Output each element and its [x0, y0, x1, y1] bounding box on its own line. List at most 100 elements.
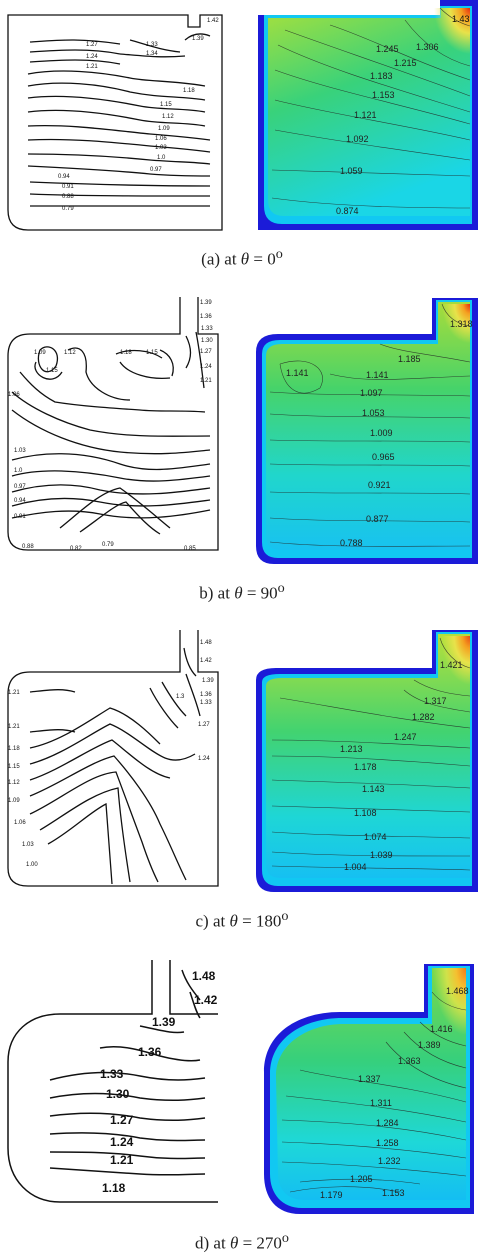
label: 1.09 — [8, 798, 20, 804]
label: 1.179 — [320, 1190, 343, 1200]
label: 1.009 — [370, 428, 393, 438]
label: 1.15 — [8, 764, 20, 770]
label: 1.213 — [340, 744, 363, 754]
label: 1.36 — [138, 1045, 162, 1059]
label: 1.12 — [8, 780, 20, 786]
experimental-contour-plot — [7, 14, 223, 231]
label: 1.21 — [8, 690, 20, 696]
label: 1.24 — [110, 1135, 134, 1149]
label: 1.311 — [370, 1098, 392, 1108]
label: 1.18 — [183, 88, 195, 94]
label: 1.18 — [102, 1181, 126, 1195]
label: 1.121 — [354, 110, 377, 120]
label: 1.0 — [157, 155, 166, 161]
label: 1.232 — [378, 1156, 401, 1166]
label: 0.88 — [22, 544, 34, 550]
label: 1.09 — [34, 350, 46, 356]
experimental-contour-plot — [7, 960, 218, 1203]
label: 1.141 — [366, 370, 389, 380]
label: 1.48 — [192, 969, 216, 983]
label: 1.06 — [14, 820, 26, 826]
label: 1.06 — [155, 136, 167, 142]
label: 1.48 — [200, 640, 212, 646]
label: 1.24 — [200, 364, 212, 370]
label: 1.039 — [370, 850, 393, 860]
label: 1.09 — [158, 126, 170, 132]
label: 1.468 — [446, 986, 469, 996]
label: 1.0 — [14, 468, 23, 474]
label: 1.074 — [364, 832, 387, 842]
label: 1.416 — [430, 1024, 453, 1034]
label: 0.965 — [372, 452, 395, 462]
label: 0.877 — [366, 514, 389, 524]
label: 1.092 — [346, 134, 369, 144]
label: 1.39 — [192, 36, 204, 42]
label: 1.21 — [110, 1153, 134, 1167]
label: 1.27 — [200, 349, 212, 355]
label: 0.97 — [150, 167, 162, 173]
label: 0.79 — [102, 542, 114, 548]
label: 1.24 — [198, 756, 210, 762]
label: 1.004 — [344, 862, 367, 872]
experimental-contour-plot — [7, 297, 219, 551]
label: 1.059 — [340, 166, 363, 176]
experimental-contour-plot — [7, 630, 219, 887]
label: 1.245 — [376, 44, 399, 54]
label: 1.21 — [86, 64, 98, 70]
label: 1.215 — [394, 58, 417, 68]
label: 1.39 — [200, 300, 212, 306]
label: 1.03 — [14, 448, 26, 454]
label: 1.337 — [358, 1074, 381, 1084]
label: 1.30 — [106, 1087, 130, 1101]
simulation-contour-plot: 1.318 1.185 1.141 1.141 1.097 1.053 1.00… — [256, 298, 478, 564]
label: 1.43 — [452, 14, 470, 24]
label: 1.284 — [376, 1118, 399, 1128]
label: 1.27 — [110, 1113, 134, 1127]
label: 0.874 — [336, 206, 359, 216]
caption-a: (a) at θ = 0o — [201, 246, 283, 269]
label: 1.27 — [86, 42, 98, 48]
label: 1.33 — [146, 42, 158, 48]
label: 1.00 — [26, 862, 38, 868]
experimental-labels: 1.48 1.42 1.39 1.36 1.33 1.3 1.27 1.24 1… — [8, 640, 214, 868]
panel-c: 1.48 1.42 1.39 1.36 1.33 1.3 1.27 1.24 1… — [7, 630, 478, 892]
label: 1.34 — [146, 51, 158, 57]
caption-d: d) at θ = 270o — [195, 1230, 289, 1253]
label: 1.18 — [120, 350, 132, 356]
label: 1.153 — [382, 1188, 405, 1198]
label: 1.03 — [155, 145, 167, 151]
label: 0.788 — [340, 538, 363, 548]
label: 1.21 — [8, 724, 20, 730]
label: 1.317 — [424, 696, 447, 706]
experimental-labels: 1.39 1.36 1.33 1.30 1.27 1.24 1.21 1.09 … — [8, 300, 213, 552]
label: 1.097 — [360, 388, 383, 398]
label: 1.27 — [198, 722, 210, 728]
label: 1.053 — [362, 408, 385, 418]
label: 0.91 — [14, 514, 26, 520]
label: 1.12 — [162, 114, 174, 120]
label: 1.185 — [398, 354, 421, 364]
label: 1.39 — [152, 1015, 176, 1029]
label: 1.33 — [201, 326, 213, 332]
label: 1.183 — [370, 71, 393, 81]
label: 1.36 — [200, 692, 212, 698]
caption-c: c) at θ = 180o — [195, 908, 289, 931]
label: 1.33 — [200, 700, 212, 706]
label: 1.42 — [207, 18, 219, 24]
label: 1.3 — [176, 694, 185, 700]
label: 1.21 — [200, 378, 212, 384]
label: 0.921 — [368, 480, 391, 490]
experimental-labels: 1.48 1.42 1.39 1.36 1.33 1.30 1.27 1.24 … — [100, 969, 218, 1195]
label: 1.205 — [350, 1174, 373, 1184]
label: 1.258 — [376, 1138, 399, 1148]
label: 1.108 — [354, 808, 377, 818]
label: 1.282 — [412, 712, 435, 722]
label: 1.178 — [354, 762, 377, 772]
label: 1.15 — [46, 368, 58, 374]
label: 1.06 — [8, 392, 20, 398]
label: 1.36 — [200, 314, 212, 320]
label: 1.18 — [8, 746, 20, 752]
simulation-contour-plot: 1.43 1.306 1.245 1.215 1.183 1.153 1.121… — [258, 0, 478, 230]
panel-a: 1.42 1.39 1.33 1.34 1.27 1.24 1.21 1.18 … — [7, 0, 478, 231]
label: 0.91 — [62, 184, 74, 190]
